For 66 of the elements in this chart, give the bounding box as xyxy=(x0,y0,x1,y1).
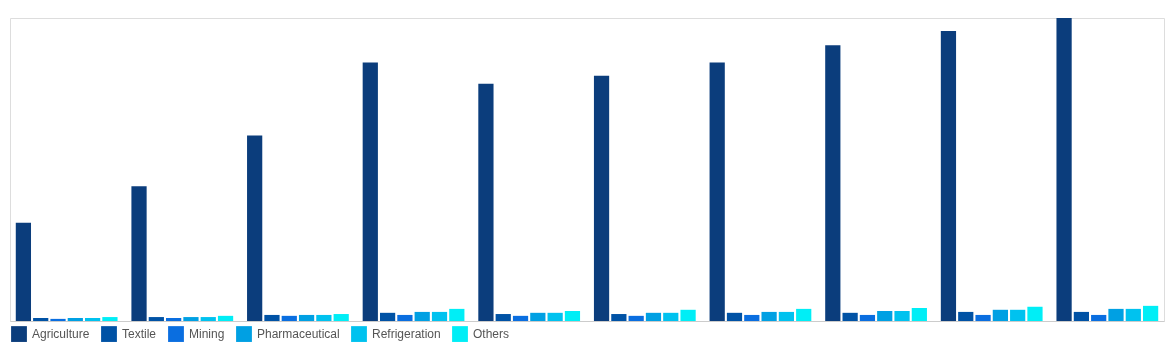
bar xyxy=(1091,314,1107,321)
legend-label: Pharmaceutical xyxy=(257,327,340,342)
bar xyxy=(33,317,49,321)
bar xyxy=(761,311,777,321)
bar xyxy=(414,311,430,321)
bar xyxy=(1027,306,1043,321)
bar xyxy=(645,312,662,321)
bar xyxy=(316,314,332,321)
bar xyxy=(449,308,465,321)
bar xyxy=(166,317,182,321)
bar xyxy=(680,309,696,321)
bar xyxy=(148,317,164,321)
bar xyxy=(512,315,529,321)
bar xyxy=(940,31,957,321)
bar xyxy=(264,314,280,321)
bar xyxy=(495,314,511,321)
bar xyxy=(1142,305,1159,321)
legend-label: Textile xyxy=(122,327,157,342)
legend-label: Agriculture xyxy=(32,327,90,342)
bar xyxy=(744,314,760,321)
bar xyxy=(1125,308,1141,321)
bar xyxy=(564,311,581,321)
bar xyxy=(1073,311,1089,321)
bar xyxy=(877,311,893,321)
legend-label: Refrigeration xyxy=(372,327,441,342)
bar xyxy=(131,186,147,321)
bar xyxy=(547,312,563,321)
bar xyxy=(842,312,858,321)
bar xyxy=(397,314,413,321)
bar xyxy=(628,315,644,321)
bar xyxy=(333,314,349,321)
bar xyxy=(362,62,378,321)
bar xyxy=(958,311,974,321)
bar xyxy=(1108,308,1124,321)
bar xyxy=(85,317,101,321)
bar xyxy=(726,312,743,321)
bar xyxy=(611,314,627,321)
bar xyxy=(281,315,297,321)
bar xyxy=(379,312,396,321)
bar xyxy=(796,308,812,321)
bar xyxy=(859,314,876,321)
bar xyxy=(1056,18,1072,321)
bar xyxy=(247,135,263,321)
bar xyxy=(15,222,32,321)
bar xyxy=(992,309,1008,321)
bar xyxy=(298,314,315,321)
bar xyxy=(431,311,448,321)
bar xyxy=(530,312,546,321)
bar xyxy=(183,317,199,321)
bar xyxy=(478,83,494,321)
bar xyxy=(911,307,927,321)
bar xyxy=(975,314,991,321)
bar xyxy=(50,318,66,321)
bar xyxy=(1010,309,1026,321)
bar xyxy=(593,75,610,321)
bar xyxy=(778,311,795,321)
bar xyxy=(200,317,216,321)
bar xyxy=(67,317,83,321)
legend-label: Others xyxy=(473,327,510,342)
bar xyxy=(102,317,118,321)
bar xyxy=(663,312,679,321)
bar xyxy=(894,311,910,321)
bar xyxy=(825,45,841,321)
legend-label: Mining xyxy=(189,327,225,342)
bar xyxy=(709,62,725,321)
bar xyxy=(217,315,234,321)
